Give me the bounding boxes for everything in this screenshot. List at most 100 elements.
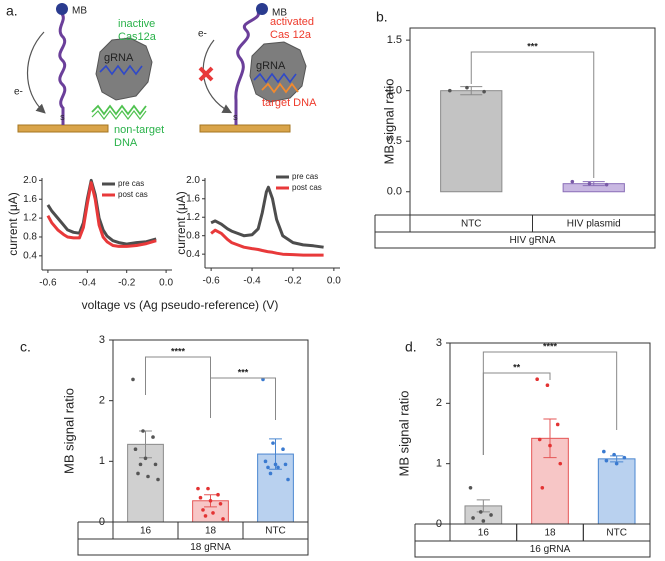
data-point (136, 471, 140, 476)
data-point (221, 517, 225, 521)
y-tick-label: 1.0 (387, 85, 402, 97)
group-cell (374, 231, 656, 249)
data-point (281, 447, 285, 452)
y-tick-label: 1 (99, 455, 105, 467)
x-tick-label: -0.4 (243, 276, 261, 287)
y-tick-label: 1.6 (23, 194, 37, 205)
data-point (604, 182, 609, 187)
y-tick-label: 1 (436, 458, 442, 470)
significance-label: ** (513, 362, 521, 372)
category-label: 18 (544, 528, 556, 539)
protein-label: Cas 12a (270, 29, 312, 41)
guide-label: gRNA (256, 60, 286, 72)
category-label: NTC (606, 528, 627, 539)
category-label: 18 (205, 526, 217, 537)
data-point (211, 511, 215, 515)
y-axis-label: MB signal ratio (396, 391, 411, 477)
category-label: NTC (461, 219, 482, 230)
data-point (208, 498, 213, 503)
data-point (133, 447, 138, 452)
significance-bracket (470, 51, 595, 178)
data-point (206, 486, 210, 491)
data-point (482, 89, 486, 94)
y-tick-label: 0.5 (387, 135, 402, 147)
data-point (146, 474, 150, 479)
significance-label: *** (238, 367, 249, 377)
significance-bracket (210, 377, 276, 420)
bar (531, 437, 569, 525)
error-bar (460, 86, 483, 96)
protein (249, 41, 307, 103)
y-tick-label: 0.4 (186, 249, 200, 260)
group-label: HIV gRNA (509, 235, 555, 246)
data-point (141, 429, 145, 433)
group-label: 18 gRNA (190, 542, 231, 553)
bar (597, 458, 636, 525)
data-point (548, 443, 552, 448)
protein-label: Cas12a (118, 31, 157, 43)
significance-label: **** (543, 341, 558, 351)
probe-strand (58, 13, 67, 125)
data-point (570, 179, 575, 184)
y-tick-label: 1.5 (387, 34, 402, 46)
y-tick-label: 3 (99, 334, 105, 346)
group-cell (77, 538, 309, 556)
bead (256, 3, 268, 15)
target-dna (261, 82, 299, 94)
data-point (604, 458, 609, 463)
electron-arrow (26, 31, 46, 114)
data-point (201, 508, 205, 512)
data-point (156, 477, 160, 482)
legend-label: pre cas (292, 172, 318, 181)
data-point (271, 441, 275, 445)
data-point (266, 465, 270, 470)
data-point (283, 462, 288, 467)
category-label: HIV plasmid (567, 219, 621, 230)
x-tick-label: -0.2 (284, 276, 302, 287)
data-point (138, 462, 143, 467)
significance-label: *** (527, 41, 538, 51)
error-bar (543, 418, 557, 459)
data-point (268, 471, 273, 476)
y-tick-label: 2 (99, 395, 105, 407)
electron-label: e- (198, 29, 207, 40)
error-bar (610, 455, 624, 463)
data-point (198, 495, 203, 500)
significance-bracket (145, 356, 211, 418)
data-point (468, 486, 473, 490)
data-point (151, 435, 155, 439)
probe-strand (234, 11, 260, 125)
group-cell (414, 540, 651, 558)
x-axis-label: voltage vs (Ag pseudo-reference) (V) (82, 298, 279, 312)
data-point (602, 449, 606, 454)
y-axis-label: MB signal ratio (381, 79, 396, 165)
y-tick-label: 2.0 (23, 175, 37, 186)
y-axis-label: current (μA) (6, 192, 20, 256)
y-tick-label: 3 (436, 337, 442, 349)
category-label: 16 (478, 528, 490, 539)
electrode (199, 124, 291, 133)
legend-label: post cas (292, 183, 322, 192)
guide-label: gRNA (104, 52, 134, 64)
y-axis-label: MB signal ratio (61, 388, 76, 474)
data-point (489, 513, 493, 517)
data-point (587, 181, 592, 186)
y-tick-label: 0.8 (23, 232, 37, 243)
y-tick-label: 0.8 (186, 230, 200, 241)
data-point (286, 477, 290, 482)
significance-label: **** (171, 346, 186, 356)
data-point (143, 456, 148, 461)
x-tick-label: -0.6 (39, 278, 57, 289)
data-point (196, 486, 200, 491)
guide-rna (253, 72, 297, 84)
data-point (261, 377, 265, 382)
series-line (46, 181, 157, 248)
panel-label: c. (20, 339, 31, 355)
data-point (540, 486, 545, 490)
data-point (153, 462, 158, 467)
y-tick-label: 0.4 (23, 250, 37, 261)
bead (56, 3, 68, 15)
data-point (612, 452, 616, 457)
bead-label: MB (72, 6, 87, 17)
